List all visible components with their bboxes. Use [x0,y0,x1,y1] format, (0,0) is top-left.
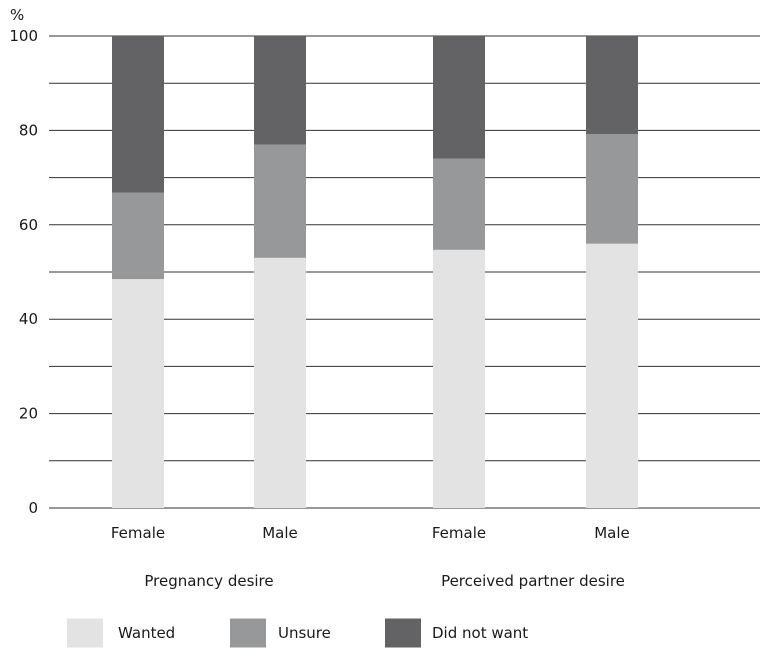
bar-segment-unsure [433,158,485,250]
bar-segment-wanted [112,279,164,508]
bar-segment-wanted [254,257,306,508]
category-label: Female [111,524,165,542]
bar-segment-unsure [254,144,306,258]
y-tick-label: 0 [28,499,38,517]
category-label: Male [594,524,630,542]
bar-segment-unsure [586,134,638,244]
y-tick-label: 20 [19,405,38,423]
legend-label: Did not want [432,624,528,642]
legend: Wanted Unsure Did not want [67,618,528,648]
category-label: Male [262,524,298,542]
gridlines [49,35,760,509]
category-labels: Female Male Female Male [111,524,630,542]
group-label: Pregnancy desire [144,572,273,590]
bar-segment-did-not-want [254,36,306,145]
legend-swatch [385,618,421,648]
bar-segment-unsure [112,192,164,280]
category-label: Female [432,524,486,542]
bar-segment-did-not-want [586,36,638,135]
bar-segment-wanted [433,249,485,509]
y-axis: 0 20 40 60 80 100 [9,27,38,517]
legend-swatch [67,618,103,648]
bar-segment-wanted [586,243,638,508]
bars [112,36,638,509]
legend-label: Wanted [118,624,175,642]
group-label: Perceived partner desire [441,572,625,590]
y-tick-label: 60 [19,216,38,234]
group-labels: Pregnancy desire Perceived partner desire [144,572,625,590]
bar-segment-did-not-want [112,36,164,193]
y-tick-label: 80 [19,121,38,139]
y-tick-label: 40 [19,310,38,328]
y-tick-label: 100 [9,27,38,45]
y-axis-unit-label: % [10,6,24,24]
legend-label: Unsure [278,624,331,642]
legend-swatch [230,618,266,648]
bar-segment-did-not-want [433,36,485,159]
